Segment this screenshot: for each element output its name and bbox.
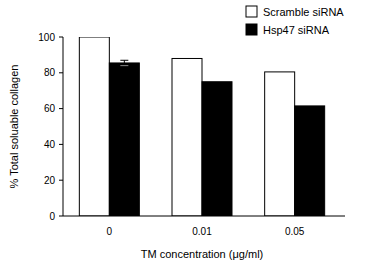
y-tick <box>59 216 63 217</box>
x-tick-label: 0.01 <box>192 226 212 237</box>
y-tick <box>59 144 63 145</box>
y-tick <box>59 37 63 38</box>
y-tick <box>59 180 63 181</box>
y-tick-label: 20 <box>44 175 56 186</box>
y-tick-label: 100 <box>38 32 55 43</box>
bar <box>265 72 295 216</box>
y-tick-label: 60 <box>44 103 56 114</box>
y-tick <box>59 72 63 73</box>
error-line <box>124 60 125 65</box>
y-axis-label: % Total soluable collagen <box>8 65 20 189</box>
legend: Scramble siRNA Hsp47 siRNA <box>246 6 344 36</box>
x-tick-label: 0 <box>107 226 113 237</box>
legend-swatch <box>246 6 257 17</box>
y-axis <box>63 37 64 216</box>
bar <box>109 63 139 216</box>
x-axis-label: TM concentration (μg/ml) <box>141 248 263 260</box>
x-tick-label: 0.05 <box>285 226 305 237</box>
legend-label: Scramble siRNA <box>263 6 344 18</box>
y-tick <box>59 108 63 109</box>
x-axis <box>63 216 345 217</box>
bar <box>295 106 325 216</box>
y-tick-label: 0 <box>49 211 55 222</box>
y-tick-label: 40 <box>44 139 56 150</box>
bars <box>79 37 324 216</box>
y-tick-label: 80 <box>44 67 56 78</box>
bar <box>172 58 202 216</box>
bar <box>202 82 232 216</box>
error-cap <box>120 65 128 66</box>
chart: 0 20 40 60 80 100 0 0.01 0.05 TM concentration (μ… <box>0 0 373 271</box>
legend-swatch <box>246 24 257 35</box>
error-cap <box>120 60 128 61</box>
legend-label: Hsp47 siRNA <box>263 24 330 36</box>
bar <box>79 37 109 216</box>
error-bar <box>120 60 128 65</box>
